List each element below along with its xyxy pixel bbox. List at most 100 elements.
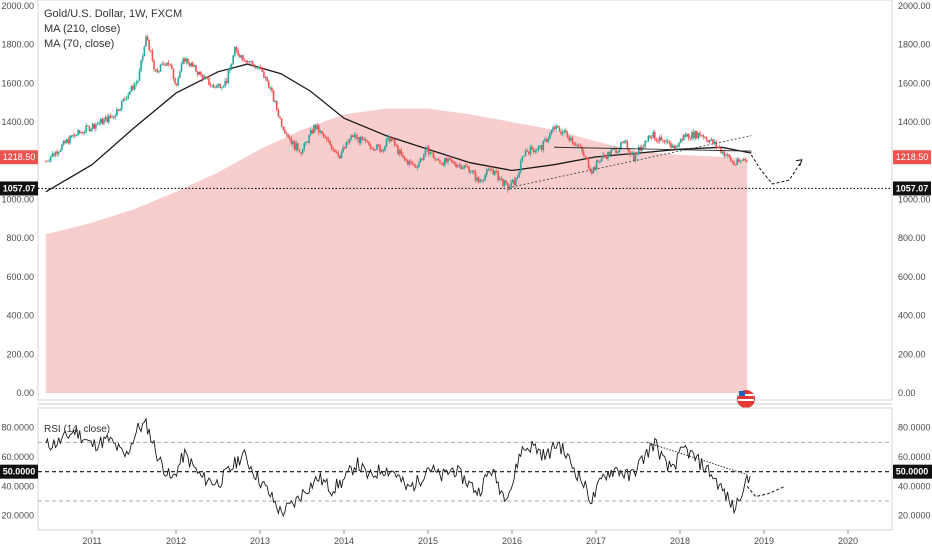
candle [649, 134, 651, 139]
candle-body [713, 141, 716, 144]
candle [544, 136, 546, 143]
candle [284, 126, 286, 134]
candle-body [288, 137, 291, 139]
candle-body [62, 140, 65, 145]
candle-body [382, 149, 385, 151]
candle-body [248, 61, 251, 62]
price-frame [37, 0, 893, 401]
candle [379, 143, 381, 154]
candle [48, 158, 50, 162]
candle [600, 155, 603, 162]
candle-body [549, 133, 551, 139]
candle [133, 82, 136, 91]
candle [663, 139, 666, 144]
candle-body [642, 146, 645, 148]
rsi-frame [37, 407, 893, 531]
candle-body [221, 87, 223, 89]
candle [348, 138, 351, 145]
candle [547, 136, 549, 144]
candle-body [245, 60, 247, 63]
projection-arrowhead [795, 159, 803, 166]
candle [114, 113, 117, 121]
candle-body [313, 124, 315, 133]
candle [112, 115, 115, 120]
time-tick-label: 2013 [250, 536, 270, 546]
candle-body [53, 153, 55, 156]
candle-body [665, 140, 667, 142]
candle-body [511, 180, 514, 183]
candle-body [532, 149, 535, 153]
candle [371, 146, 373, 150]
candle [469, 170, 472, 175]
candle-body [710, 139, 713, 141]
candle-body [368, 141, 370, 145]
candle-body [272, 90, 275, 102]
candle [49, 155, 52, 163]
rsi-tick-label-left: 80.0000 [1, 423, 34, 433]
candle [578, 143, 580, 148]
candle-body [734, 164, 737, 166]
candle [172, 68, 175, 82]
flag-canton [739, 391, 745, 396]
candle [603, 153, 606, 158]
candle-body [435, 158, 438, 160]
candle-body [687, 133, 690, 139]
candle [117, 109, 120, 112]
candle [161, 61, 163, 66]
candle [159, 64, 162, 73]
candle-body [405, 159, 407, 161]
candle [584, 155, 587, 159]
candle [313, 124, 315, 134]
candle-body [358, 137, 360, 143]
candle-body [705, 137, 708, 141]
candle [671, 143, 674, 148]
candle-body [633, 153, 635, 161]
candle [658, 135, 661, 144]
candle [188, 61, 191, 67]
candle-body [570, 138, 572, 141]
candle-body [103, 119, 105, 124]
candle-body [56, 151, 58, 154]
candle-body [552, 127, 554, 131]
rsi-tick-label-right: 60.0000 [898, 452, 931, 462]
candle [72, 133, 75, 139]
candle-body [618, 149, 621, 152]
candle-body [668, 142, 671, 144]
candle [269, 86, 272, 91]
candle-body [725, 155, 727, 157]
candle [552, 125, 554, 133]
candle [505, 180, 507, 185]
candle [272, 89, 275, 103]
candle-body [508, 186, 511, 190]
candle [687, 133, 690, 141]
candle-body [230, 63, 233, 68]
candle-body [477, 177, 480, 183]
candle-body [547, 138, 549, 143]
candle-body [452, 161, 454, 162]
candle-body [214, 87, 217, 89]
candle-body [192, 63, 194, 67]
candle-body [465, 165, 467, 167]
last-price-badge-left [0, 150, 38, 165]
candle-body [666, 140, 669, 143]
candle-body [61, 144, 63, 150]
last-price-badge-right [893, 150, 931, 165]
candle-body [474, 171, 477, 181]
candle-body [439, 160, 441, 164]
candle [287, 132, 289, 138]
candle [474, 169, 477, 183]
candle [322, 132, 325, 139]
candle-body [216, 85, 218, 89]
price-tick-label-left: 1000.00 [1, 195, 34, 205]
candle-body [95, 124, 97, 129]
candle [85, 123, 87, 134]
candle-body [295, 143, 297, 150]
candle [595, 159, 598, 172]
candle [460, 164, 462, 170]
candle-body [515, 178, 517, 185]
candle [353, 132, 356, 139]
candle-body [424, 149, 427, 156]
candle [631, 151, 633, 156]
support-badge: 1057.07 [893, 181, 931, 196]
